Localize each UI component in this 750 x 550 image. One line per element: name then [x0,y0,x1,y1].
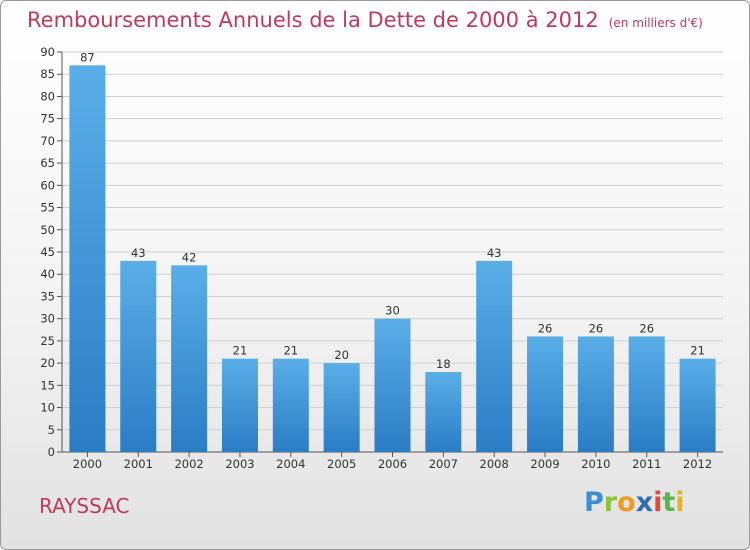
value-label-2008: 43 [487,246,502,260]
chart-unit: (en milliers d'€) [608,16,703,30]
value-label-2011: 26 [639,321,654,335]
proxiti-logo[interactable]: Proxiti [584,487,685,518]
y-tick-label: 70 [40,134,55,148]
y-tick-label: 30 [40,312,55,326]
value-label-2004: 21 [283,344,298,358]
y-tick-label: 55 [40,201,55,215]
y-tick-label: 75 [40,112,55,126]
x-tick-label-2003: 2003 [225,457,254,471]
value-label-2000: 87 [80,50,95,64]
value-label-2003: 21 [233,344,248,358]
x-tick-label-2002: 2002 [174,457,203,471]
bar-2007 [425,372,462,452]
bar-2010 [577,336,614,452]
chart-title: Remboursements Annuels de la Dette de 20… [27,8,703,32]
y-tick-label: 40 [40,267,55,281]
y-tick-label: 15 [40,378,55,392]
y-tick-label: 5 [48,423,55,437]
y-tick-label: 10 [40,401,55,415]
y-tick-label: 60 [40,178,55,192]
y-tick-label: 50 [40,223,55,237]
y-tick-label: 0 [48,445,55,459]
value-label-2005: 20 [334,348,349,362]
bar-2008 [476,260,513,452]
bar-2004 [272,358,309,452]
bar-2003 [221,358,258,452]
value-label-2006: 30 [385,304,400,318]
value-label-2002: 42 [182,250,197,264]
city-name: RAYSSAC [39,494,130,518]
y-tick-label: 20 [40,356,55,370]
y-tick-label: 25 [40,334,55,348]
value-label-2007: 18 [436,357,451,371]
y-tick-label: 65 [40,156,55,170]
y-tick-label: 80 [40,89,55,103]
bar-2000 [69,65,106,452]
y-tick-label: 45 [40,245,55,259]
value-label-2010: 26 [589,321,604,335]
y-tick-label: 90 [40,45,55,59]
x-tick-label-2005: 2005 [327,457,356,471]
bar-2002 [171,265,208,452]
x-tick-label-2011: 2011 [632,457,661,471]
x-tick-label-2000: 2000 [73,457,102,471]
value-label-2012: 21 [690,344,705,358]
bar-2001 [120,260,157,452]
chart-title-text: Remboursements Annuels de la Dette de 20… [27,8,599,32]
bar-2009 [527,336,564,452]
x-tick-label-2007: 2007 [429,457,458,471]
bar-2006 [374,318,411,452]
bar-2012 [679,358,716,452]
y-tick-label: 85 [40,67,55,81]
bars: 87 43 42 21 21 20 30 18 43 26 26 26 21 [69,50,716,452]
y-tick-label: 35 [40,289,55,303]
x-tick-label-2009: 2009 [530,457,559,471]
x-tick-label-2004: 2004 [276,457,305,471]
x-tick-label-2001: 2001 [124,457,153,471]
x-tick-label-2006: 2006 [378,457,407,471]
x-tick-label-2008: 2008 [480,457,509,471]
bar-2011 [628,336,665,452]
value-label-2001: 43 [131,246,146,260]
x-tick-label-2010: 2010 [581,457,610,471]
bar-2005 [323,363,360,452]
x-tick-label-2012: 2012 [683,457,712,471]
value-label-2009: 26 [538,321,553,335]
